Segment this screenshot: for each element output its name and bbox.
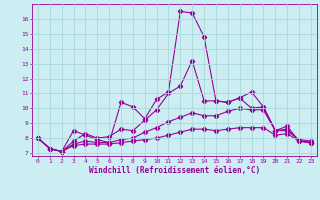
X-axis label: Windchill (Refroidissement éolien,°C): Windchill (Refroidissement éolien,°C)	[89, 166, 260, 175]
